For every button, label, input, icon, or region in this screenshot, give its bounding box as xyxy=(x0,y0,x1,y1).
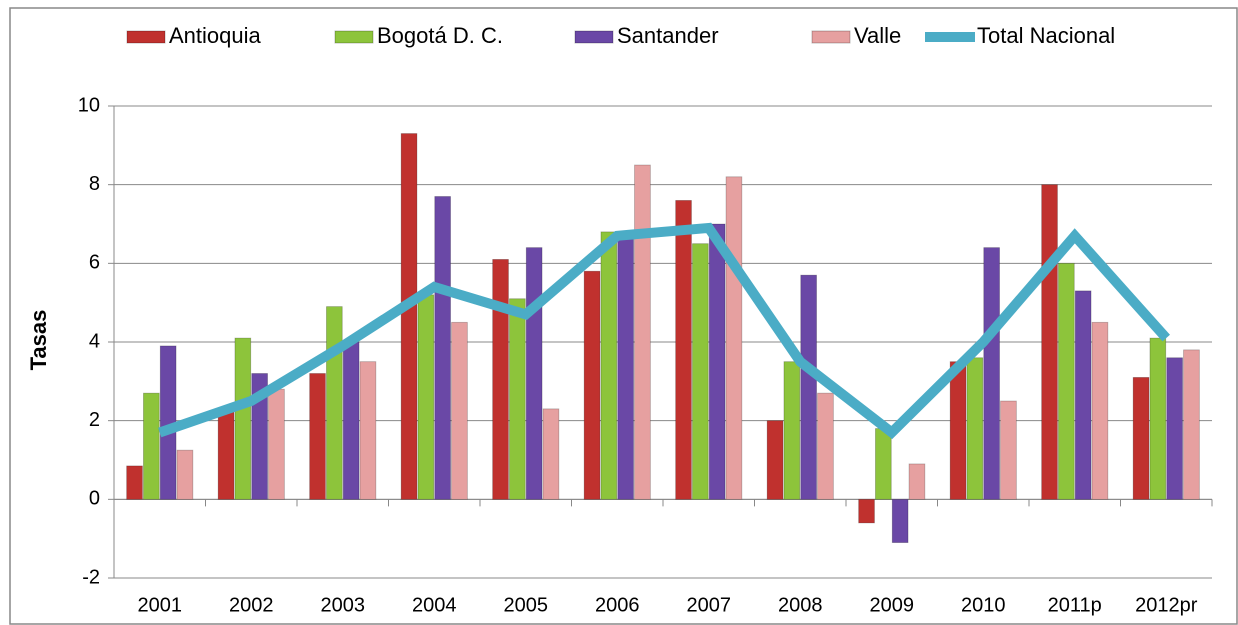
bar xyxy=(1058,262,1075,500)
bar xyxy=(542,408,560,500)
bar xyxy=(800,274,817,500)
bar xyxy=(617,235,634,500)
bar xyxy=(400,133,418,500)
bar xyxy=(675,199,692,500)
x-tick-label: 2011p xyxy=(1048,594,1102,616)
x-tick-label: 2008 xyxy=(778,594,823,616)
x-tick-label: 2004 xyxy=(412,594,457,616)
x-tick-label: 2005 xyxy=(504,594,549,616)
legend-label: Bogotá D. C. xyxy=(377,23,503,48)
bar xyxy=(1091,321,1109,500)
bar xyxy=(949,361,967,500)
y-axis-label: Tasas xyxy=(26,310,51,371)
legend-label: Valle xyxy=(854,23,901,48)
bar xyxy=(268,388,285,500)
bar xyxy=(817,392,834,500)
x-tick-label: 2009 xyxy=(870,594,915,616)
legend-swatch xyxy=(811,30,851,44)
bar xyxy=(451,321,468,500)
x-tick-label: 2010 xyxy=(961,594,1006,616)
legend-swatch xyxy=(126,30,166,44)
x-tick-label: 2012pr xyxy=(1135,594,1198,616)
y-tick-label: 2 xyxy=(89,409,100,431)
line xyxy=(158,222,1170,440)
y-tick-label: 4 xyxy=(89,330,100,352)
bar xyxy=(326,306,343,500)
y-tick-label: -2 xyxy=(82,566,100,588)
bar xyxy=(126,465,143,500)
legend-swatch xyxy=(574,30,614,44)
bar xyxy=(434,196,451,500)
y-tick-label: 10 xyxy=(78,94,100,116)
bar xyxy=(1074,290,1092,500)
bar xyxy=(692,243,709,500)
x-tick-label: 2007 xyxy=(687,594,732,616)
bar xyxy=(309,373,326,500)
bar xyxy=(1183,349,1200,500)
bar xyxy=(708,223,726,500)
legend-label: Total Nacional xyxy=(977,23,1115,48)
bar xyxy=(217,408,235,500)
bar xyxy=(492,258,509,500)
bar xyxy=(908,463,926,500)
x-tick-label: 2001 xyxy=(138,594,183,616)
bar xyxy=(359,361,377,500)
bar xyxy=(600,231,618,500)
bar xyxy=(251,373,268,500)
bar xyxy=(1000,400,1017,500)
bar xyxy=(143,392,160,500)
bar xyxy=(1166,357,1183,500)
y-tick-label: 6 xyxy=(89,252,100,274)
bar xyxy=(766,420,784,500)
y-tick-label: 8 xyxy=(89,173,100,195)
bar xyxy=(342,341,360,500)
bar xyxy=(176,449,194,500)
bar xyxy=(725,176,743,500)
bar xyxy=(891,498,909,544)
bar xyxy=(983,247,1000,500)
bar xyxy=(1132,376,1150,500)
legend-label: Santander xyxy=(617,23,719,48)
bar xyxy=(1041,184,1058,500)
bar xyxy=(875,428,892,500)
legend-swatch xyxy=(334,30,374,44)
y-tick-label: 0 xyxy=(89,488,100,510)
bar xyxy=(1149,337,1167,500)
x-tick-label: 2003 xyxy=(321,594,366,616)
bar xyxy=(966,357,984,500)
x-tick-label: 2006 xyxy=(595,594,640,616)
legend-label: Antioquia xyxy=(169,23,262,48)
bar xyxy=(417,294,435,500)
bar xyxy=(583,270,601,500)
bar xyxy=(509,298,526,500)
bar xyxy=(234,337,252,500)
bar xyxy=(783,361,801,500)
x-tick-label: 2002 xyxy=(229,594,274,616)
bar xyxy=(525,247,543,500)
bar xyxy=(634,164,651,500)
bar xyxy=(858,498,875,524)
